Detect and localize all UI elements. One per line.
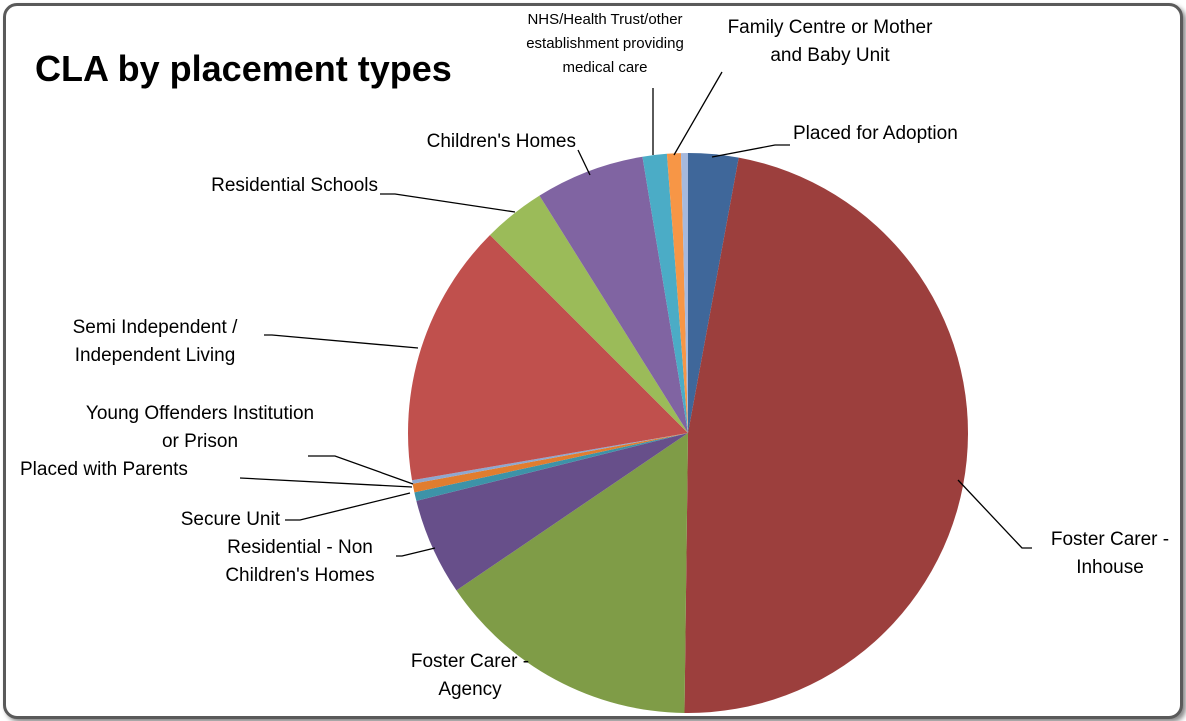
slice-label: Foster Carer - Inhouse <box>1050 529 1170 578</box>
pie-slice <box>416 433 688 591</box>
leader-line <box>285 492 411 521</box>
pie-slice <box>408 235 688 481</box>
pie-slice <box>490 195 688 433</box>
leader-line <box>264 334 419 349</box>
leader-line <box>308 455 414 485</box>
pie-slice <box>642 153 688 433</box>
pie-slice <box>412 433 688 484</box>
slice-label: NHS/Health Trust/other establishment pro… <box>526 11 684 76</box>
slice-label: Children's Homes <box>426 131 576 152</box>
slice-label: Young Offenders Institution or Prison <box>85 403 315 452</box>
slice-label: Residential - Non Children's Homes <box>225 537 375 586</box>
pie <box>408 153 969 713</box>
pie-slice <box>456 433 688 713</box>
leader-line <box>239 477 413 488</box>
slice-label: Placed with Parents <box>20 459 188 480</box>
pie-slice <box>680 153 688 433</box>
leader-line <box>577 149 591 176</box>
leader-line <box>396 547 436 557</box>
slice-label: Family Centre or Mother and Baby Unit <box>727 17 933 66</box>
leader-line <box>380 193 516 213</box>
pie-slice <box>666 153 688 433</box>
pie-slice <box>539 156 688 433</box>
pie-slice <box>688 153 739 433</box>
chart-title: CLA by placement types <box>35 48 452 89</box>
leader-line <box>673 71 723 156</box>
pie-slice <box>412 433 688 493</box>
slice-label: Placed for Adoption <box>793 123 958 144</box>
slice-label: Foster Carer - Agency <box>410 651 530 700</box>
slice-label: Residential Schools <box>211 175 378 196</box>
leader-lines <box>239 71 1032 557</box>
slice-label: Secure Unit <box>180 509 280 530</box>
slice-label: Semi Independent / Independent Living <box>72 317 238 366</box>
leader-line <box>711 144 790 158</box>
pie-slice <box>414 433 688 501</box>
leader-line <box>957 479 1032 549</box>
pie-slice <box>684 157 969 713</box>
